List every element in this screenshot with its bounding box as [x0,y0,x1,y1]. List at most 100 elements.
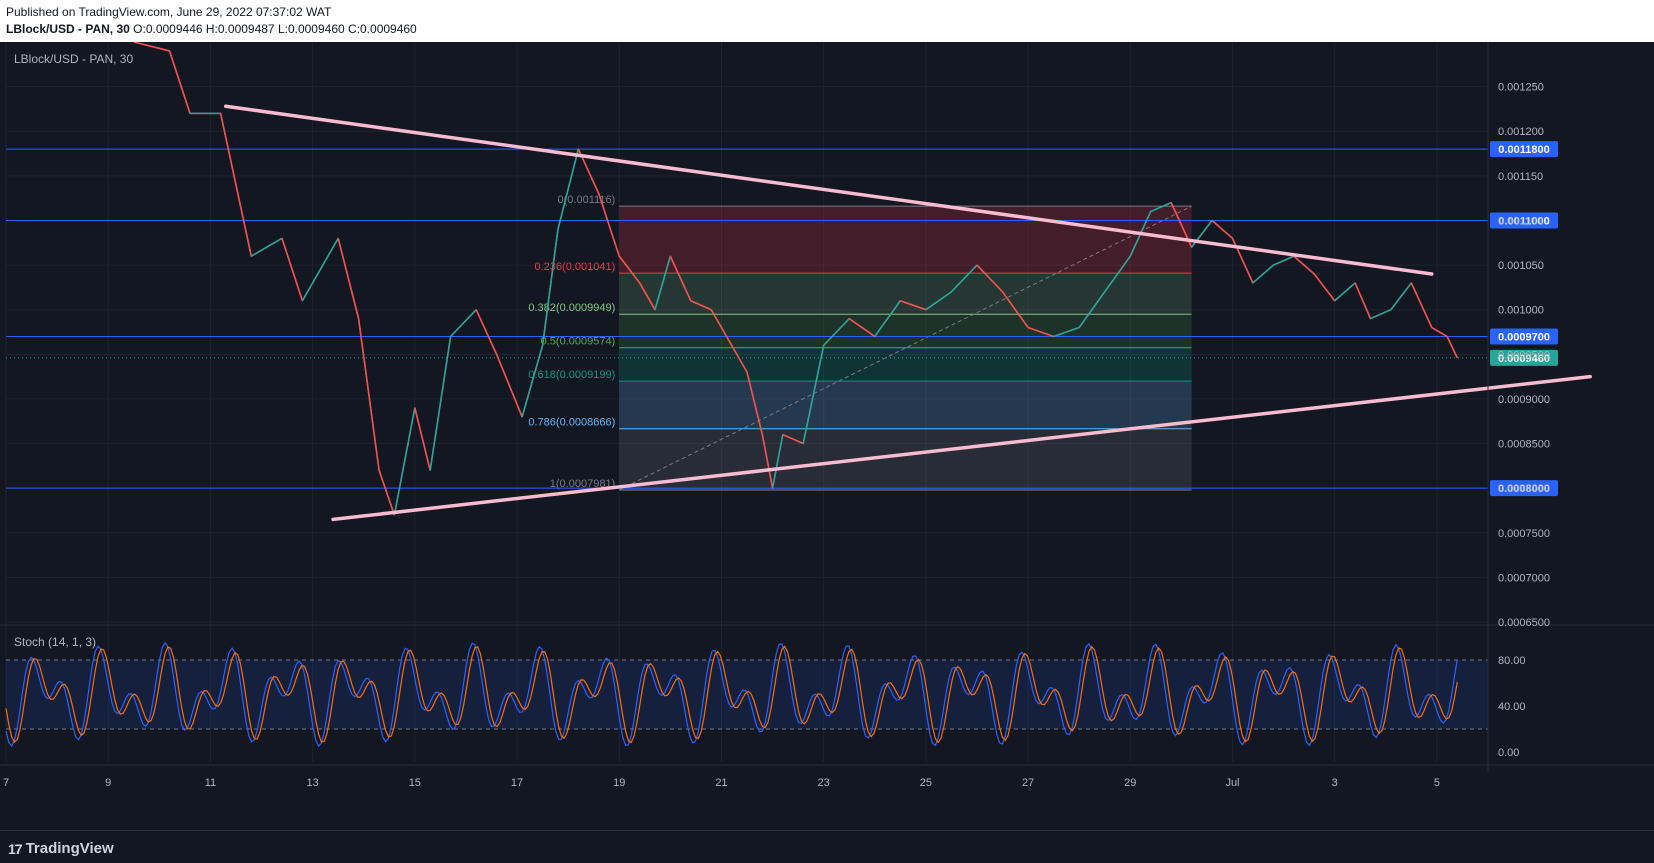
chart-area[interactable]: 0(0.001116) 0.236(0.001041) 0.382(0.000994… [0,41,1654,830]
price-segment [848,317,876,338]
price-segment [337,238,360,319]
price-segment [541,229,559,346]
stoch-axis-tick: 40.00 [1498,701,1526,713]
fib-zone [619,314,1192,348]
header-ohlc: O:0.0009446 H:0.0009487 L:0.0009460 C:0.… [133,22,417,36]
publish-header: Published on TradingView.com, June 29, 2… [0,0,1654,42]
stochastic-pane: 80.00 40.00 0.00 [0,624,1654,759]
price-segment [495,354,523,418]
price-axis-tick: 0.001250 [1498,82,1544,94]
price-axis-tick: 0.0007500 [1498,528,1550,540]
chart-canvas[interactable]: 0(0.001116) 0.236(0.001041) 0.382(0.000994… [0,41,1654,830]
price-segment [900,300,927,311]
price-segment [393,407,416,516]
price-segment [669,255,692,302]
price-segment [761,434,774,489]
price-segment [925,291,952,311]
price-axis-tick: 0.001150 [1498,171,1543,183]
price-segment [746,371,764,435]
fib-trend-line [619,205,1192,491]
price-segment [1053,326,1080,338]
footer: 17 TradingView [0,830,1654,863]
price-segment [1390,282,1412,311]
fib-level-label: 0.786(0.0008666) [528,417,615,429]
price-segment [976,264,1004,293]
fib-level-label: 0.618(0.0009199) [528,369,615,381]
price-segment [771,434,784,489]
publish-info: Published on TradingView.com, June 29, 2… [6,5,332,19]
level-price-label: 0.0009700 [1498,331,1550,343]
time-axis-tick: 11 [205,777,216,789]
level-price-tag [1490,141,1558,158]
price-segment [357,318,380,471]
current-price-tag [1490,349,1558,366]
price-axis-tick: 0.0008000 [1498,483,1550,495]
pane-title: LBlock/USD - PAN, 30 [14,52,133,66]
price-segment [1078,291,1106,329]
time-axis-tick: 25 [920,777,932,789]
tradingview-logo-icon: 17 [8,840,23,857]
price-segment [874,300,901,337]
time-axis-tick: 9 [105,777,111,789]
price-segment [1354,282,1372,319]
header-symbol: LBlock/USD - PAN, 30 [6,22,130,36]
price-segment [1027,326,1054,338]
axes: 0.001250 0.001200 0.001150 0.001100 0.001050… [0,42,1654,789]
price-segment [638,282,656,311]
price-segment [281,238,304,302]
time-axis-tick: 13 [306,777,318,789]
price-segment [1252,264,1274,284]
price-segment [1410,282,1433,328]
price-axis-tick: 0.0008500 [1498,439,1550,451]
price-segment [598,193,621,257]
current-price-label: 0.0009460 [1498,353,1550,365]
price-segment [802,345,825,444]
time-axis-tick: 23 [818,777,830,789]
price-axis-tick: 0.001100 [1498,215,1543,227]
price-segment [950,264,978,293]
price-segment [219,113,253,257]
grid [5,42,1488,762]
time-axis-tick: 17 [511,777,523,789]
price-segment [168,50,191,114]
price-segment [1431,326,1448,338]
price-segment [1334,282,1356,302]
stoch-axis-tick: 80.00 [1498,655,1526,667]
stoch-d-line [5,645,1458,744]
time-axis-tick: 29 [1124,777,1136,789]
price-segment [1273,255,1295,266]
price-segment [1104,255,1131,293]
fibonacci-retracement: 0(0.001116) 0.236(0.001041) 0.382(0.000994… [528,194,1192,491]
price-segment [1370,308,1392,320]
stoch-title: Stoch (14, 1, 3) [14,635,96,649]
tradingview-logo[interactable]: 17 TradingView [8,840,114,857]
symbol-ohlc-line: LBlock/USD - PAN, 30 O:0.0009446 H:0.000… [6,22,417,36]
price-segment [823,318,850,346]
price-axis-tick: 0.0007000 [1498,572,1550,584]
time-axis-tick: Jul [1225,777,1239,789]
price-segment [475,309,498,355]
level-price-tag [1490,212,1558,229]
time-axis-tick: 5 [1434,777,1440,789]
price-segment [557,148,580,230]
time-axis-tick: 15 [409,777,421,789]
level-price-label: 0.0011000 [1498,215,1549,227]
stoch-band-fill [6,660,1488,729]
price-axis-tick: 0.0006500 [1498,617,1550,629]
fib-level-label: 1(0.0007981) [550,478,615,490]
trendlines [223,104,1592,522]
price-segment [1293,255,1315,275]
price-segment [690,300,712,311]
time-axis-tick: 27 [1022,777,1034,789]
price-segment [654,255,672,310]
price-segment [133,41,170,52]
price-segment [521,345,544,417]
price-axis-tick: 0.0009000 [1498,394,1550,406]
price-segment [618,255,641,284]
price-axis-tick: 0.001050 [1498,260,1544,272]
price-segment [1211,219,1234,239]
fib-zone [619,381,1192,429]
price-segment [1446,336,1459,359]
level-price-label: 0.0008000 [1498,483,1550,495]
time-axis-tick: 3 [1332,777,1338,789]
